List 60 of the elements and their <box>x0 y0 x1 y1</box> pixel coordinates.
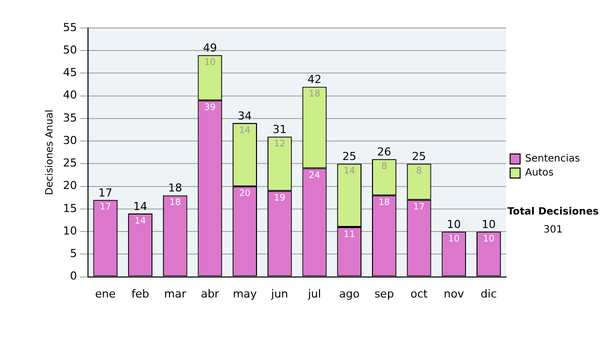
data-label: 11 <box>344 230 356 240</box>
total-label: 18 <box>168 182 182 195</box>
total-label: 49 <box>202 42 217 54</box>
x-tick-label: nov <box>444 287 464 300</box>
data-label: 14 <box>239 126 251 136</box>
data-label: 39 <box>204 103 216 114</box>
x-tick-label: sep <box>374 287 394 300</box>
data-label: 19 <box>274 194 286 204</box>
x-tick-label: ene <box>95 287 116 300</box>
x-tick-label: may <box>232 287 258 300</box>
data-label: 18 <box>169 198 182 208</box>
text: Total Decisiones <box>507 206 599 218</box>
y-axis-title: Decisiones Anual <box>44 110 56 196</box>
data-label: 10 <box>448 234 460 244</box>
data-label: 17 <box>413 202 425 213</box>
y-tick-label: 30 <box>62 134 77 147</box>
data-label: 14 <box>134 216 146 226</box>
legend-label: Autos <box>525 168 554 179</box>
total-label: 26 <box>377 146 392 159</box>
x-tick-label: jul <box>306 287 322 300</box>
total-label: 42 <box>307 73 322 86</box>
total-label: 10 <box>482 218 496 231</box>
data-label: 20 <box>239 189 251 200</box>
y-tick-label: 55 <box>62 20 77 34</box>
x-tick-label: ago <box>339 287 360 300</box>
total-label: 14 <box>133 200 148 213</box>
y-tick-label: 45 <box>62 66 77 80</box>
legend-label: Sentencias <box>525 154 580 165</box>
data-label: 10 <box>482 234 495 244</box>
data-label: 24 <box>308 171 320 182</box>
y-tick-label: 15 <box>62 202 77 215</box>
total-label: 25 <box>342 150 356 164</box>
x-tick-label: mar <box>164 287 187 300</box>
x-tick-label: oct <box>410 287 428 300</box>
text: 301 <box>544 224 563 236</box>
data-label: 12 <box>274 139 286 150</box>
data-label: 17 <box>100 202 112 213</box>
x-tick-label: feb <box>131 287 150 300</box>
y-tick-label: 35 <box>62 111 77 124</box>
x-tick-label: jun <box>270 287 288 300</box>
y-tick-label: 25 <box>62 156 77 170</box>
total-label: 31 <box>272 122 287 136</box>
x-tick-label: dic <box>480 287 497 300</box>
y-tick-label: 0 <box>70 270 77 283</box>
x-tick-label: abr <box>200 287 220 300</box>
y-tick-label: 20 <box>62 179 77 192</box>
total-label: 25 <box>412 150 426 164</box>
data-label: 18 <box>378 198 390 208</box>
data-label: 8 <box>381 162 388 172</box>
data-label: 10 <box>204 58 216 68</box>
y-tick-label: 5 <box>70 247 77 260</box>
data-label: 14 <box>344 166 356 177</box>
total-label: 17 <box>98 186 112 200</box>
data-label: 8 <box>416 166 422 177</box>
total-label: 10 <box>446 218 461 231</box>
y-tick-label: 10 <box>62 224 77 238</box>
total-label: 34 <box>238 109 252 122</box>
y-tick-label: 40 <box>62 88 77 102</box>
data-label: 18 <box>308 90 320 100</box>
y-tick-label: 50 <box>62 43 77 56</box>
